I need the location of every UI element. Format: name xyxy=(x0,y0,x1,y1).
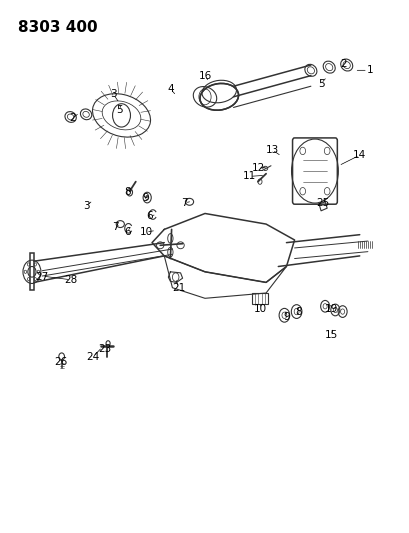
Text: 13: 13 xyxy=(265,145,278,155)
Text: 1: 1 xyxy=(366,66,372,75)
Text: 7: 7 xyxy=(181,198,187,208)
Text: 25: 25 xyxy=(316,198,329,208)
Text: 24: 24 xyxy=(86,352,99,361)
Bar xyxy=(251,293,267,304)
Text: 23: 23 xyxy=(99,344,112,354)
Text: 9: 9 xyxy=(283,312,289,322)
Text: 2: 2 xyxy=(339,59,346,69)
Text: 19: 19 xyxy=(324,304,337,314)
Text: 26: 26 xyxy=(54,357,67,367)
Text: 27: 27 xyxy=(36,272,49,282)
Text: 7: 7 xyxy=(112,222,119,232)
Text: 3: 3 xyxy=(83,200,90,211)
Text: 12: 12 xyxy=(251,164,264,173)
Text: 4: 4 xyxy=(166,84,173,94)
Text: 14: 14 xyxy=(352,150,366,160)
Text: 8: 8 xyxy=(124,187,130,197)
Text: 5: 5 xyxy=(116,105,123,115)
Text: 11: 11 xyxy=(243,172,256,181)
Text: 28: 28 xyxy=(64,274,77,285)
Text: 5: 5 xyxy=(317,78,324,88)
Text: 2: 2 xyxy=(69,113,76,123)
Text: 21: 21 xyxy=(171,282,185,293)
Text: 8303 400: 8303 400 xyxy=(18,20,97,35)
Text: 6: 6 xyxy=(146,211,153,221)
Text: 6: 6 xyxy=(124,227,130,237)
Text: 3: 3 xyxy=(110,89,117,99)
Text: 16: 16 xyxy=(198,70,211,80)
Text: 10: 10 xyxy=(139,227,152,237)
Text: 10: 10 xyxy=(253,304,266,314)
Text: 8: 8 xyxy=(294,306,301,317)
Text: 15: 15 xyxy=(324,330,337,341)
Text: 9: 9 xyxy=(142,192,149,203)
